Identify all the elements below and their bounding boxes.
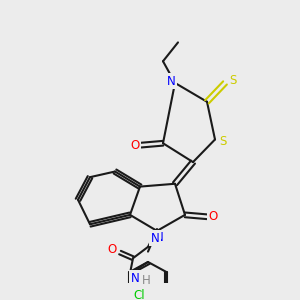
Text: O: O	[130, 139, 140, 152]
Text: S: S	[219, 135, 227, 148]
Text: N: N	[130, 272, 140, 284]
Text: Cl: Cl	[133, 290, 145, 300]
Text: H: H	[142, 274, 150, 287]
Text: O: O	[107, 243, 117, 256]
Text: O: O	[208, 210, 217, 223]
Text: S: S	[229, 74, 237, 87]
Text: N: N	[167, 74, 176, 88]
Text: N: N	[151, 232, 159, 245]
Text: N: N	[154, 231, 164, 244]
